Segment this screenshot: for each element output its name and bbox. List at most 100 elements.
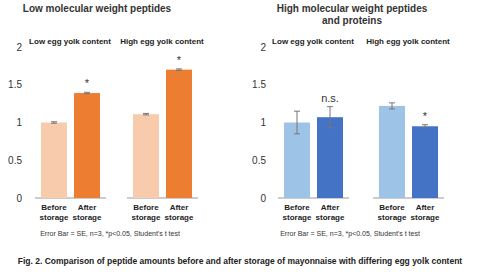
bars (284, 103, 438, 198)
x-label-line: storage (411, 213, 440, 222)
x-label-line: Before (41, 203, 67, 212)
x-label-line: Before (379, 203, 405, 212)
figure: Low molecular weight peptides 0 0.5 1 1.5 2 Lo… (0, 0, 480, 272)
y-tick (24, 198, 26, 199)
y-tick-label: 2 (260, 42, 266, 53)
x-tick-label: Afterstorage (316, 203, 345, 222)
y-tick-label: 1.5 (252, 79, 266, 90)
error-line (330, 107, 331, 128)
error-bar (84, 92, 90, 94)
y-tick (268, 198, 270, 199)
error-cap (389, 108, 395, 109)
error-bar (422, 125, 428, 128)
y-tick-label: 0.5 (8, 155, 22, 166)
y-tick (24, 84, 26, 85)
bar (284, 123, 310, 199)
x-label-line: After (78, 203, 97, 212)
bar (74, 93, 100, 198)
note: Error Bar = SE, n=3, *p<0.05, Student's … (280, 230, 420, 238)
x-label-line: After (416, 203, 435, 212)
x-label-line: Before (284, 203, 310, 212)
x-label-line: After (170, 203, 189, 212)
y-tick (268, 84, 270, 85)
error-cap (389, 102, 395, 103)
error-cap (294, 111, 300, 112)
group-label: High egg yolk content (366, 37, 450, 46)
y-tick-label: 2 (16, 42, 22, 53)
error-cap (294, 133, 300, 134)
y-tick-label: 1.5 (8, 79, 22, 90)
x-label-line: storage (132, 213, 161, 222)
error-cap (327, 127, 333, 128)
x-label-line: storage (316, 213, 345, 222)
y-tick-label: 0.5 (252, 155, 266, 166)
significance: n.s. (321, 92, 339, 104)
x-tick-label: Afterstorage (73, 203, 102, 222)
group-label: High egg yolk content (120, 37, 204, 46)
y-tick (24, 47, 26, 48)
error-cap (84, 93, 90, 94)
x-label-line: storage (165, 213, 194, 222)
error-bar (294, 111, 300, 134)
error-bar (176, 69, 182, 71)
y-tick (24, 122, 26, 123)
bar (379, 106, 405, 198)
y-tick (268, 122, 270, 123)
group-label: Low egg yolk content (272, 37, 354, 46)
bar (41, 123, 67, 199)
x-label-line: storage (40, 213, 69, 222)
title: Low molecular weight peptides (23, 3, 172, 14)
error-cap (51, 121, 57, 122)
title-line: Low molecular weight peptides (23, 3, 172, 14)
x-label-line: storage (378, 213, 407, 222)
bar (166, 70, 192, 198)
note: Error Bar = SE, n=3, *p<0.05, Student's … (40, 230, 180, 238)
error-cap (176, 68, 182, 69)
significance: * (177, 54, 182, 66)
y-tick-label: 1 (16, 117, 22, 128)
x-tick-label: Beforestorage (40, 203, 69, 222)
x-tick-label: Beforestorage (132, 203, 161, 222)
error-cap (176, 70, 182, 71)
y-tick (268, 160, 270, 161)
group-label: Low egg yolk content (29, 37, 111, 46)
error-line (392, 103, 393, 109)
significance: * (85, 77, 90, 89)
error-cap (327, 106, 333, 107)
error-cap (84, 92, 90, 93)
y-tick-label: 0 (16, 193, 22, 204)
error-bar (389, 103, 395, 109)
x-tick-label: Afterstorage (165, 203, 194, 222)
chart: High molecular weight peptidesand protei… (252, 3, 450, 238)
error-bar (143, 113, 149, 115)
error-cap (422, 124, 428, 125)
chart: Low molecular weight peptides 0 0.5 1 1.5 2 Lo… (8, 3, 204, 238)
x-label-line: storage (73, 213, 102, 222)
y-tick (268, 47, 270, 48)
error-bar (51, 122, 57, 124)
bars (41, 69, 192, 198)
error-cap (51, 123, 57, 124)
error-cap (422, 127, 428, 128)
error-cap (143, 114, 149, 115)
x-label-line: Before (133, 203, 159, 212)
title-line: and proteins (322, 15, 382, 26)
x-label-line: After (321, 203, 340, 212)
significance: * (423, 110, 428, 122)
title-line: High molecular weight peptides (277, 3, 428, 14)
bar (317, 117, 343, 198)
bar (133, 114, 159, 198)
x-label-line: storage (283, 213, 312, 222)
bar (412, 126, 438, 198)
error-line (297, 111, 298, 134)
x-tick-label: Beforestorage (283, 203, 312, 222)
y-tick-label: 1 (260, 117, 266, 128)
y-tick-label: 0 (260, 193, 266, 204)
error-bar (327, 107, 333, 128)
error-cap (143, 113, 149, 114)
title: High molecular weight peptidesand protei… (277, 3, 428, 26)
x-tick-label: Afterstorage (411, 203, 440, 222)
caption: Fig. 2. Comparison of peptide amounts be… (18, 256, 463, 266)
x-tick-label: Beforestorage (378, 203, 407, 222)
y-tick (24, 160, 26, 161)
